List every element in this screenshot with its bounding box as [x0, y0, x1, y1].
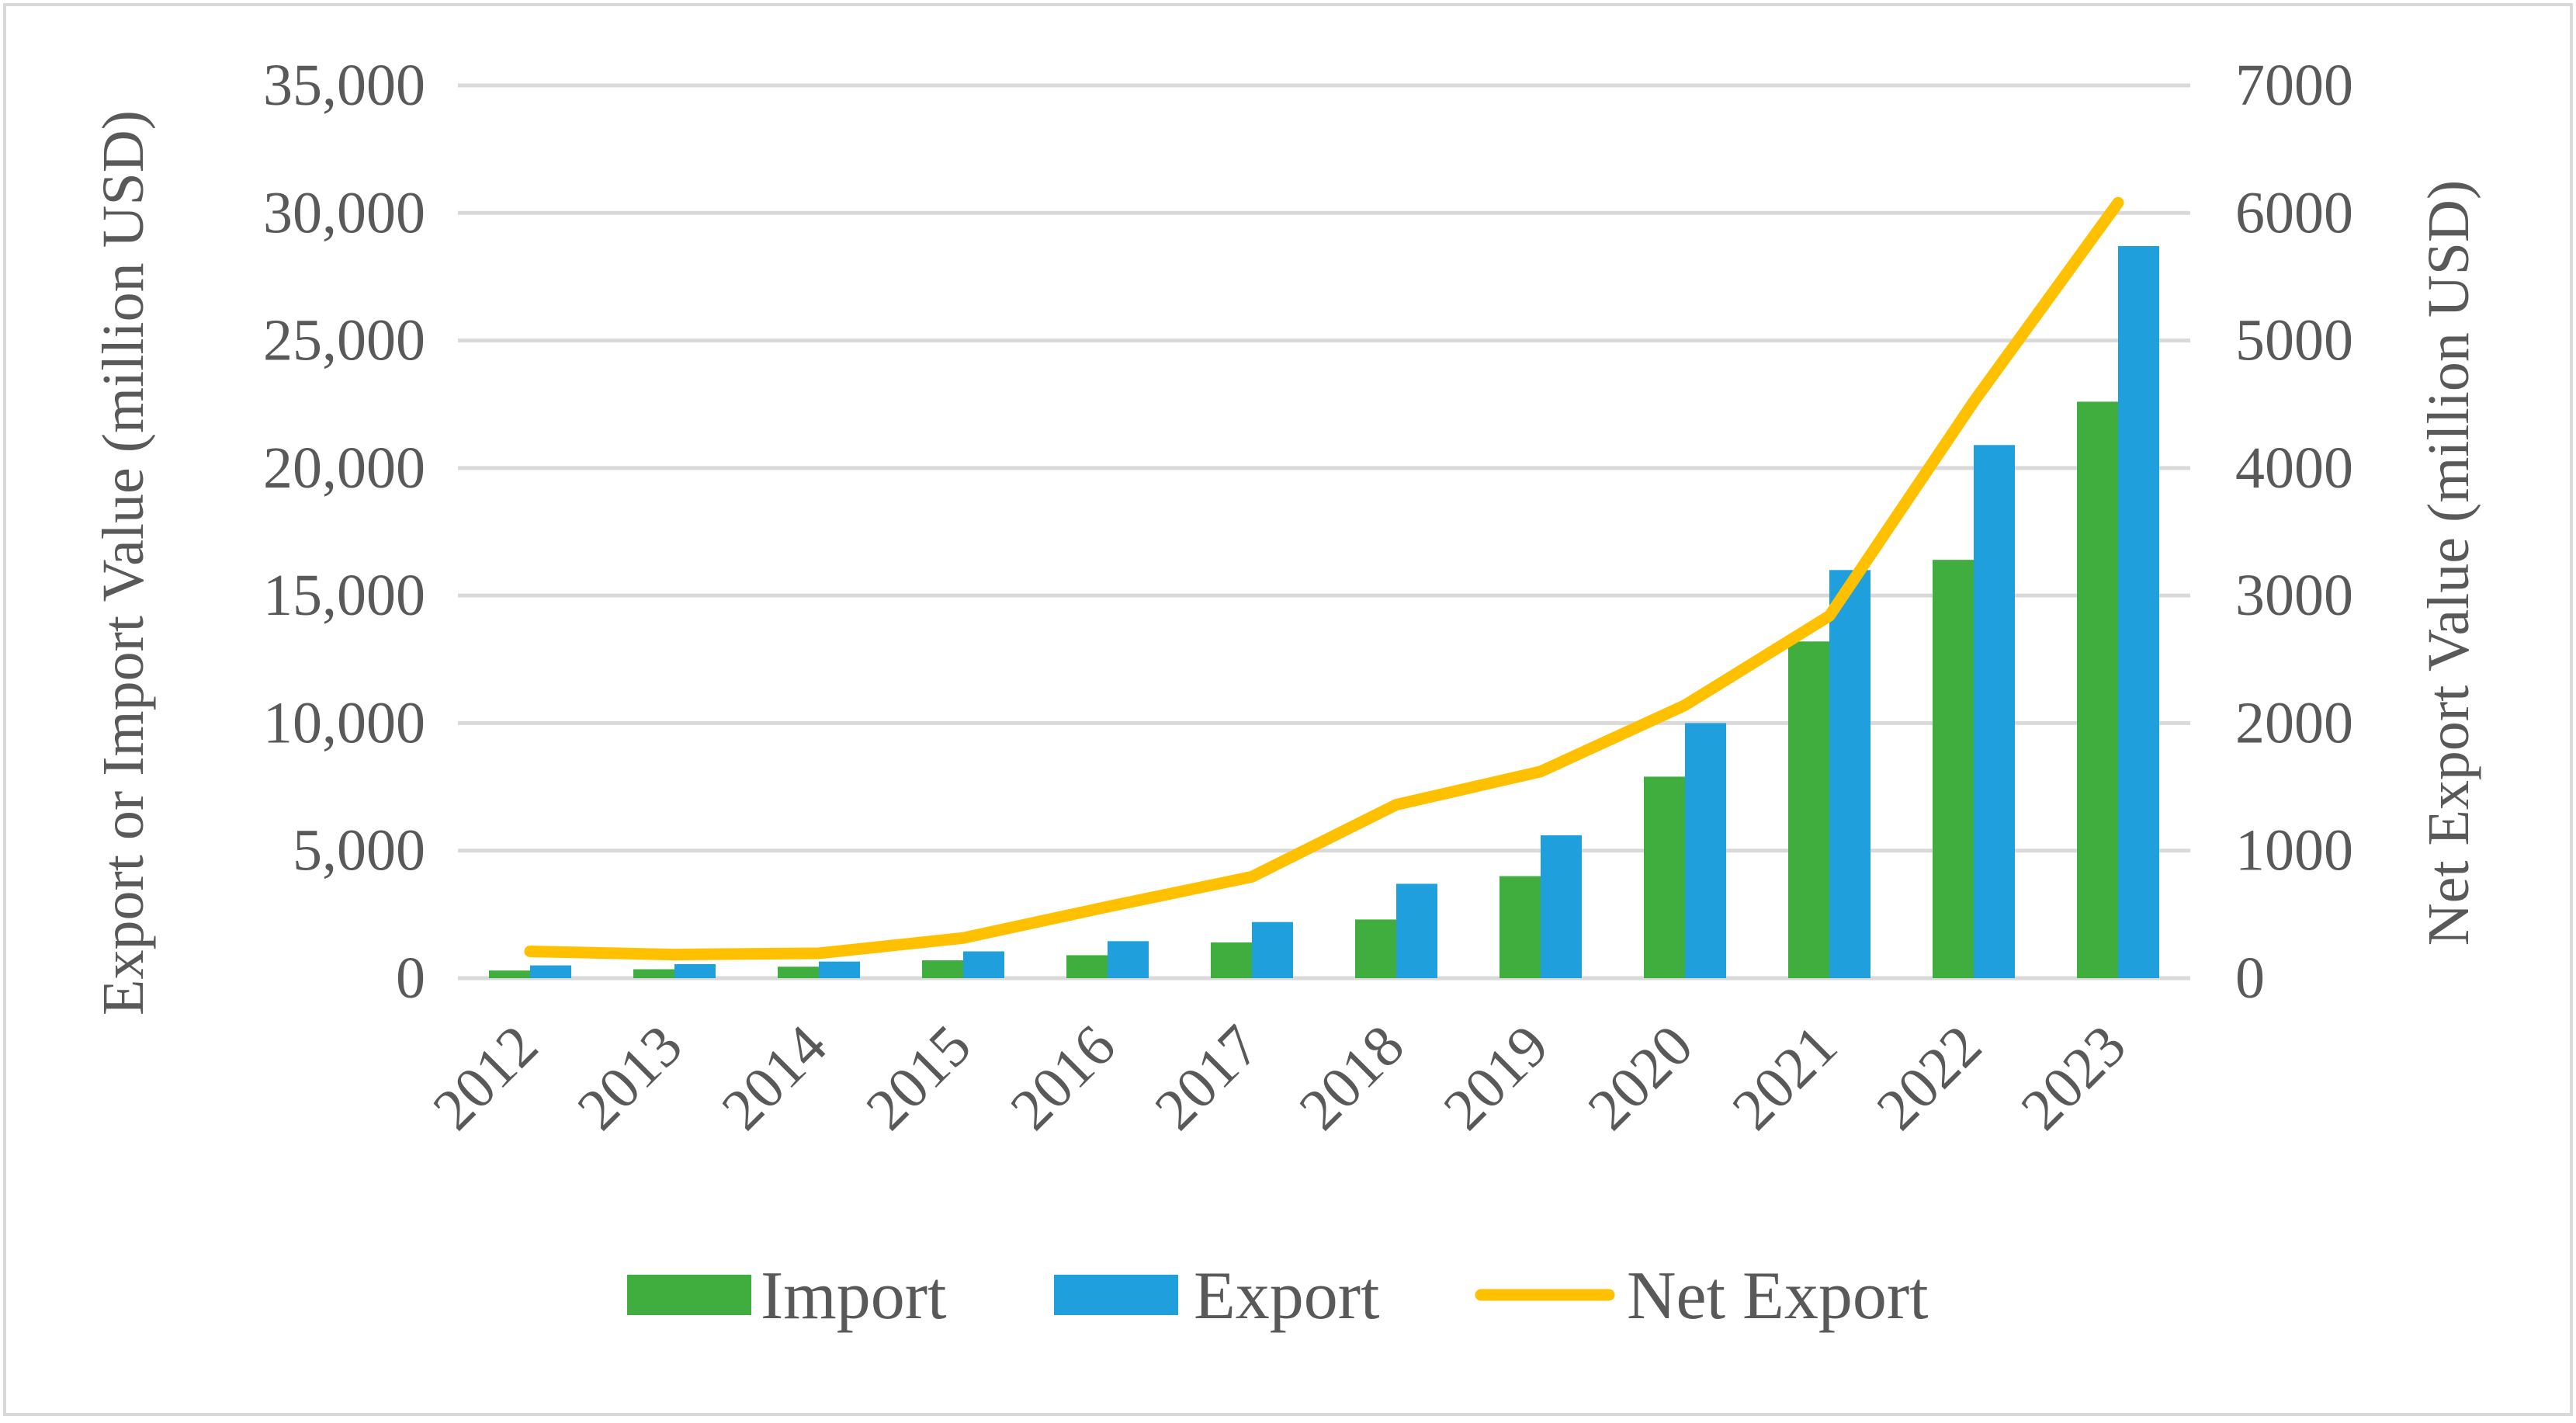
- export-bar-2014: [819, 961, 860, 978]
- import-bar-2022: [1933, 560, 1974, 978]
- export-bar-2019: [1541, 835, 1582, 978]
- y-right-tick-label: 1000: [2235, 818, 2353, 883]
- legend-label-import: Import: [761, 1258, 947, 1334]
- import-bar-2013: [633, 969, 674, 978]
- import-bar-2020: [1644, 776, 1685, 978]
- export-bar-2023: [2118, 246, 2159, 978]
- y-left-tick-label: 25,000: [263, 308, 425, 373]
- export-bar-2020: [1685, 723, 1726, 978]
- y-left-tick-label: 5,000: [293, 818, 425, 883]
- import-bar-2014: [778, 967, 819, 978]
- y-left-tick-label: 20,000: [263, 436, 425, 501]
- y-left-tick-label: 10,000: [263, 690, 425, 755]
- import-bar-2023: [2077, 401, 2118, 978]
- import-bar-2021: [1788, 641, 1829, 978]
- y-right-tick-label: 5000: [2235, 308, 2353, 373]
- import-bar-2017: [1211, 942, 1252, 978]
- y-left-tick-label: 30,000: [263, 180, 425, 245]
- legend: Import Export Net Export: [627, 1258, 1929, 1334]
- legend-swatch-import: [627, 1275, 751, 1315]
- net-export-line-group: [524, 196, 2124, 961]
- gridlines: [458, 83, 2190, 980]
- y-right-tick-label: 2000: [2235, 690, 2353, 755]
- import-bar-2019: [1499, 876, 1541, 978]
- export-bar-2017: [1252, 921, 1293, 978]
- y-left-tick-label: 35,000: [263, 53, 425, 118]
- export-bar-2021: [1829, 570, 1870, 978]
- y-right-tick-label: 0: [2235, 946, 2265, 1011]
- y-left-tick-label: 15,000: [263, 563, 425, 628]
- import-bar-2016: [1066, 955, 1108, 978]
- import-bar-2018: [1355, 919, 1396, 978]
- y-left-tick-label: 0: [396, 946, 425, 1011]
- bars: [489, 246, 2159, 978]
- y-right-tick-label: 7000: [2235, 53, 2353, 118]
- legend-swatch-export: [1054, 1275, 1178, 1315]
- export-bar-2016: [1108, 941, 1149, 978]
- y-axis-left-title: Export or Import Value (million USD): [91, 110, 156, 1015]
- import-bar-2015: [922, 960, 963, 978]
- export-bar-2013: [674, 963, 716, 978]
- legend-label-export: Export: [1194, 1258, 1380, 1334]
- net-export-line: [524, 196, 2124, 961]
- legend-label-net-export: Net Export: [1627, 1258, 1929, 1334]
- y-right-tick-label: 3000: [2235, 563, 2353, 628]
- y-axis-right-title: Net Export Value (million USD): [2416, 180, 2481, 946]
- export-bar-2018: [1396, 883, 1437, 978]
- y-right-tick-label: 4000: [2235, 436, 2353, 501]
- export-bar-2015: [963, 951, 1004, 978]
- import-bar-2012: [489, 970, 530, 978]
- export-bar-2022: [1974, 445, 2015, 978]
- y-right-tick-label: 6000: [2235, 180, 2353, 245]
- export-bar-2012: [530, 965, 571, 978]
